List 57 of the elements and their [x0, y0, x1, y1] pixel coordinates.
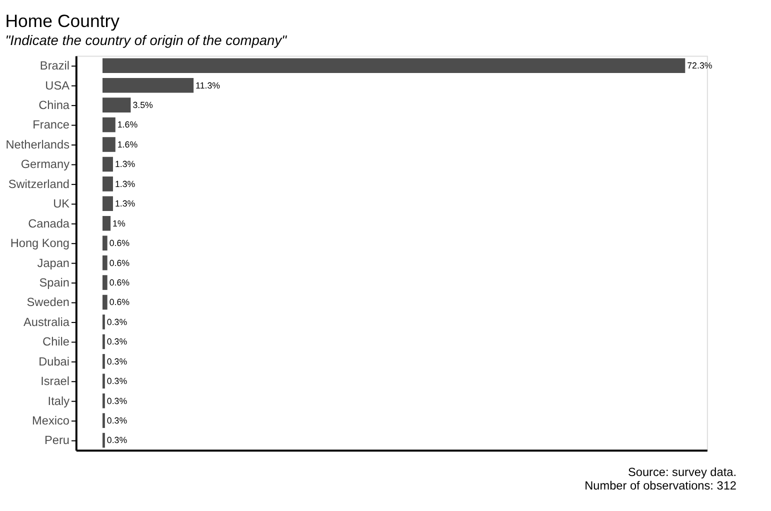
text: Number of observations: 312 [584, 478, 736, 493]
bar [102, 216, 111, 231]
y-tick-label: Israel [40, 374, 70, 388]
y-tick-label: UK [53, 196, 70, 211]
bar [102, 196, 113, 212]
data-label: 0.3% [106, 356, 128, 366]
bar [102, 176, 113, 192]
data-label: 0.6% [109, 258, 130, 268]
data-label: 1.6% [117, 139, 138, 150]
data-label: 0.3% [106, 396, 128, 406]
data-label: 0.3% [106, 336, 128, 347]
bar [102, 156, 113, 172]
data-label: 1.3% [114, 159, 136, 170]
bar [102, 275, 108, 290]
y-tick-label: Spain [39, 275, 70, 290]
data-label: 11.3% [196, 80, 220, 90]
y-tick-label: Hong Kong [10, 236, 70, 250]
y-tick-label: Italy [48, 394, 70, 408]
y-tick-label: Chile [42, 334, 70, 349]
data-label: 3.5% [132, 100, 154, 110]
y-tick-label: Canada [28, 216, 70, 230]
y-tick-label: Japan [37, 256, 70, 270]
data-label: 0.6% [109, 297, 130, 308]
data-label: 0.3% [106, 316, 128, 327]
y-tick-label: Peru [44, 433, 70, 448]
source-note: Source: survey data. [628, 464, 736, 479]
y-tick-label: China [38, 98, 70, 112]
y-tick-label: Netherlands [6, 137, 70, 152]
data-label: 0.3% [106, 435, 128, 446]
bar [102, 78, 194, 93]
data-label: 0.3% [106, 416, 128, 426]
data-label: 0.3% [106, 376, 128, 386]
data-label: 1% [112, 218, 126, 228]
data-label: 1.6% [117, 120, 138, 130]
y-tick-label: Mexico [32, 414, 70, 428]
bar [102, 98, 131, 112]
data-label: 1.3% [114, 178, 136, 189]
y-tick-label: Switzerland [8, 176, 70, 191]
data-label: 1.3% [114, 198, 136, 209]
data-label: 0.6% [109, 238, 130, 248]
y-tick-label: USA [45, 78, 70, 92]
bar [102, 137, 116, 152]
bar [102, 294, 108, 310]
bar [102, 58, 686, 74]
y-tick-label: Sweden [26, 295, 70, 310]
data-label: 72.3% [687, 60, 712, 71]
bar [102, 255, 108, 270]
y-tick-label: Australia [23, 314, 70, 329]
chart-title: Home Country [5, 11, 120, 32]
y-tick-label: Brazil [40, 58, 70, 73]
chart-subtitle: "Indicate the country of origin of the company" [5, 32, 288, 48]
y-tick-label: France [32, 118, 70, 132]
bar [102, 236, 108, 250]
y-tick-label: Dubai [38, 354, 70, 368]
bar [102, 117, 116, 132]
y-tick-label: Germany [20, 157, 70, 172]
data-label: 0.6% [109, 277, 130, 288]
